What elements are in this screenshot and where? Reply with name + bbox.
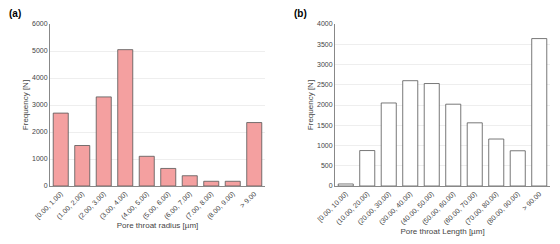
svg-text:1000: 1000 (32, 155, 48, 162)
svg-text:1000: 1000 (317, 142, 333, 149)
svg-text:3000: 3000 (317, 61, 333, 68)
svg-text:(10.00, 20.00): (10.00, 20.00) (335, 190, 371, 226)
svg-text:6000: 6000 (32, 20, 48, 27)
svg-text:4000: 4000 (32, 74, 48, 81)
svg-text:500: 500 (321, 162, 333, 169)
svg-text:5000: 5000 (32, 47, 48, 54)
svg-text:2500: 2500 (317, 81, 333, 88)
svg-text:0: 0 (44, 182, 48, 189)
svg-text:0: 0 (329, 182, 333, 189)
svg-text:> 9.00: > 9.00 (239, 190, 258, 209)
svg-text:(a): (a) (9, 8, 21, 19)
svg-text:(1.00, 2.00): (1.00, 2.00) (55, 190, 86, 221)
svg-text:2000: 2000 (32, 128, 48, 135)
svg-text:(2.00, 3.00): (2.00, 3.00) (77, 190, 108, 221)
svg-text:Pore throat radius [µm]: Pore throat radius [µm] (117, 221, 199, 230)
svg-text:3500: 3500 (317, 41, 333, 48)
svg-text:(5.00, 6.00): (5.00, 6.00) (141, 190, 172, 221)
svg-text:(70.00, 80.00): (70.00, 80.00) (464, 190, 500, 226)
svg-text:1500: 1500 (317, 122, 333, 129)
svg-text:Pore throat Length [µm]: Pore throat Length [µm] (400, 227, 484, 236)
svg-text:2000: 2000 (317, 101, 333, 108)
svg-text:(60.00, 70.00): (60.00, 70.00) (442, 190, 478, 226)
svg-text:(8.00, 9.00): (8.00, 9.00) (206, 190, 237, 221)
svg-text:[0.00, 10.00): [0.00, 10.00) (316, 190, 349, 223)
svg-text:Frequency [N]: Frequency [N] (21, 80, 30, 130)
svg-text:(50.00, 60.00): (50.00, 60.00) (421, 190, 457, 226)
svg-text:(20.00, 30.00): (20.00, 30.00) (356, 190, 392, 226)
svg-text:4000: 4000 (317, 20, 333, 27)
svg-text:Frequency [N]: Frequency [N] (306, 80, 315, 130)
svg-text:[0.00, 1.00): [0.00, 1.00) (34, 190, 65, 221)
svg-text:(80.00, 90.00): (80.00, 90.00) (485, 190, 521, 226)
svg-text:(4.00, 5.00): (4.00, 5.00) (120, 190, 151, 221)
svg-text:3000: 3000 (32, 101, 48, 108)
svg-text:(6.00, 7.00): (6.00, 7.00) (163, 190, 194, 221)
svg-text:(7.00, 8.00): (7.00, 8.00) (184, 190, 215, 221)
svg-text:(3.00, 4.00): (3.00, 4.00) (98, 190, 129, 221)
svg-text:(40.00, 50.00): (40.00, 50.00) (399, 190, 435, 226)
svg-text:> 90.00: > 90.00 (521, 190, 543, 212)
svg-text:(b): (b) (294, 8, 307, 19)
svg-text:(30.00, 40.00): (30.00, 40.00) (378, 190, 414, 226)
